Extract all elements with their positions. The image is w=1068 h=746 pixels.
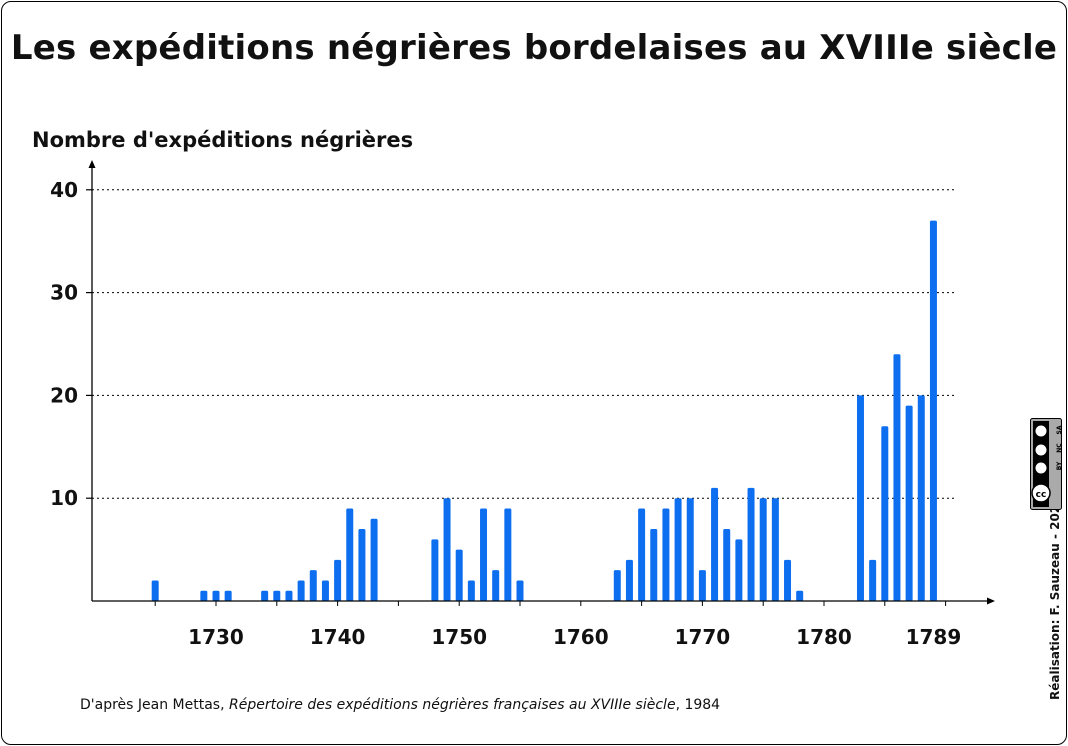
x-tick-label-1740: 1740 <box>310 625 366 649</box>
bar-1741 <box>346 508 354 601</box>
bar-1750 <box>455 549 463 601</box>
author-credit: Réalisation: F. Sauzeau - 2020 <box>1048 496 1062 700</box>
bar-1751 <box>467 580 475 601</box>
bar-1775 <box>759 498 767 601</box>
bar-1753 <box>492 570 500 601</box>
bar-1729 <box>200 590 208 601</box>
tick-labels: 10 20 30 40 1730 1740 1750 1760 1770 1780 1789 <box>50 178 961 649</box>
bar-1739 <box>321 580 329 601</box>
bar-1731 <box>224 590 232 601</box>
bar-1725 <box>151 580 159 601</box>
bar-1784 <box>869 559 877 601</box>
x-tick-label-1770: 1770 <box>675 625 731 649</box>
bar-1736 <box>285 590 293 601</box>
bar-1773 <box>735 539 743 601</box>
bar-1730 <box>212 590 220 601</box>
grid-lines <box>92 189 955 499</box>
x-axis-arrow <box>987 597 995 605</box>
bar-1752 <box>480 508 488 601</box>
y-tick-label-10: 10 <box>50 486 78 510</box>
bar-1765 <box>638 508 646 601</box>
bar-1767 <box>662 508 670 601</box>
bar-1783 <box>856 395 864 601</box>
cc-by-nc-sa-icon: cc BY NC SA <box>1030 418 1062 510</box>
bar-1764 <box>625 559 633 601</box>
x-tick-label-1750: 1750 <box>431 625 487 649</box>
bar-1785 <box>881 426 889 601</box>
bar-1770 <box>698 570 706 601</box>
axes <box>86 160 995 606</box>
y-tick-label-20: 20 <box>50 383 78 407</box>
bar-1789 <box>929 220 937 601</box>
y-tick-label-30: 30 <box>50 281 78 305</box>
bar-1743 <box>370 518 378 601</box>
bar-1777 <box>784 559 792 601</box>
source-prefix: D'après Jean Mettas, <box>80 697 229 713</box>
x-tick-label-1789: 1789 <box>906 625 962 649</box>
bar-1749 <box>443 498 451 601</box>
bar-1740 <box>334 559 342 601</box>
bar-1737 <box>297 580 305 601</box>
source-suffix: , 1984 <box>675 697 721 713</box>
bar-1763 <box>613 570 621 601</box>
source-work: Répertoire des expéditions négrières fra… <box>229 697 676 713</box>
bar-1787 <box>905 405 913 601</box>
bar-1742 <box>358 529 366 601</box>
y-axis-arrow <box>88 160 96 168</box>
y-axis-label: Nombre d'expéditions négrières <box>32 128 414 152</box>
license-label-sa: SA <box>1056 425 1062 434</box>
x-tick-label-1780: 1780 <box>796 625 852 649</box>
bar-1748 <box>431 539 439 601</box>
bar-1771 <box>711 487 719 601</box>
bar-1776 <box>771 498 779 601</box>
bar-1788 <box>917 395 925 601</box>
bar-1768 <box>674 498 682 601</box>
license-label-nc: NC <box>1056 443 1062 453</box>
source-note: D'après Jean Mettas, Répertoire des expé… <box>80 697 720 713</box>
svg-text:cc: cc <box>1036 490 1047 500</box>
bar-1766 <box>650 529 658 601</box>
bar-1755 <box>516 580 524 601</box>
chart-title: Les expéditions négrières bordelaises au… <box>10 28 1058 68</box>
bar-1735 <box>273 590 281 601</box>
bar-1754 <box>504 508 512 601</box>
bar-1769 <box>686 498 694 601</box>
y-tick-label-40: 40 <box>50 178 78 202</box>
bars <box>151 220 937 601</box>
bar-1774 <box>747 487 755 601</box>
x-tick-label-1730: 1730 <box>188 625 244 649</box>
bar-1778 <box>796 590 804 601</box>
bar-1786 <box>893 354 901 601</box>
bar-1738 <box>309 570 317 601</box>
bar-1734 <box>261 590 269 601</box>
license-label-by: BY <box>1056 461 1062 470</box>
x-tick-label-1760: 1760 <box>553 625 609 649</box>
bar-1772 <box>723 529 731 601</box>
